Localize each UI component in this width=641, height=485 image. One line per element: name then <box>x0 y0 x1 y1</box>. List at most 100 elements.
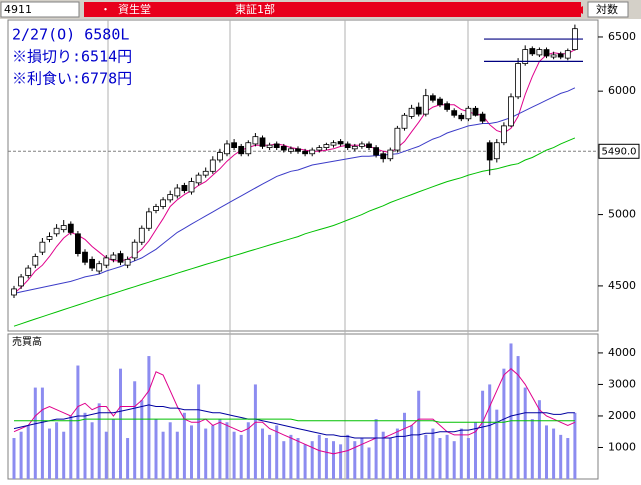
candle-body <box>486 142 493 161</box>
candle-body <box>266 144 273 149</box>
candle-body <box>280 145 287 151</box>
volume-bar <box>395 428 399 479</box>
volume-bar <box>218 419 222 479</box>
volume-bar <box>119 368 122 479</box>
candle-body <box>259 137 266 147</box>
volume-bar <box>12 438 16 479</box>
volume-bar <box>289 434 293 479</box>
volume-bar <box>26 425 30 479</box>
volume-bar <box>126 438 130 479</box>
volume-bar <box>303 444 307 479</box>
candle-body <box>508 96 514 127</box>
candle-body <box>316 147 323 151</box>
volume-bar <box>111 419 115 479</box>
volume-bar <box>324 438 328 479</box>
volume-bar <box>83 412 87 479</box>
y-tick-label: 1000 <box>608 440 636 453</box>
price-panel <box>7 19 599 332</box>
volume-bar <box>55 422 59 479</box>
y-tick-label: 2000 <box>608 409 636 422</box>
volume-bar <box>566 438 570 479</box>
volume-bar <box>353 441 357 479</box>
month-separators <box>107 20 469 479</box>
annotation: 2/27(O) 6580L <box>12 26 129 44</box>
volume-bar <box>97 403 101 479</box>
candle-body <box>103 257 110 266</box>
volume-bar <box>211 425 215 479</box>
candle-body <box>493 142 500 160</box>
candle-body <box>451 110 458 116</box>
volume-bar <box>133 381 137 479</box>
candle-body <box>39 241 46 253</box>
volume-bar <box>275 425 279 479</box>
candle-body <box>344 143 351 149</box>
volume-bar <box>182 412 186 479</box>
volume-bar <box>438 438 442 479</box>
moving-average <box>14 418 575 423</box>
volume-bar <box>48 428 51 479</box>
candle-body <box>337 141 344 145</box>
volume-bar <box>204 428 208 479</box>
candle-body <box>245 142 252 155</box>
candle-body <box>366 143 372 149</box>
candle-body <box>138 227 145 243</box>
candle-body <box>252 136 259 145</box>
candle-body <box>351 145 358 150</box>
candle-body <box>529 48 536 55</box>
volume-bar <box>147 356 151 479</box>
y-tick-label: 5000 <box>608 208 636 221</box>
candle-body <box>110 254 117 260</box>
candle-body <box>564 50 571 59</box>
bullet: ・ <box>100 3 111 16</box>
volume-bar <box>268 434 272 479</box>
candle-body <box>273 143 280 149</box>
volume-bar <box>559 434 563 479</box>
candle-body <box>195 174 202 184</box>
volume-bar <box>332 441 335 479</box>
moving-average <box>13 87 576 294</box>
candle-body <box>458 114 465 120</box>
moving-average <box>13 368 576 455</box>
candle-body <box>25 267 32 276</box>
volume-bar <box>573 412 577 479</box>
y-tick-label: 3000 <box>608 377 636 390</box>
candle-body <box>53 227 60 235</box>
volume-bar <box>40 387 44 479</box>
volume-bar <box>360 438 364 479</box>
volume-bar <box>466 438 470 479</box>
annotation: ※利食い:6778円 <box>12 70 132 88</box>
volume-bar <box>317 434 321 479</box>
volume-bar <box>175 431 179 479</box>
stock-code: 4911 <box>4 3 32 16</box>
candle-body <box>224 143 230 155</box>
candle-body <box>323 144 330 149</box>
candle-body <box>238 145 245 155</box>
candle-body <box>231 142 238 149</box>
candle-body <box>124 258 131 266</box>
volume-bar <box>474 422 477 479</box>
candle-body <box>387 149 394 160</box>
candle-body <box>557 53 564 58</box>
volume-bar <box>452 441 456 479</box>
candle-body <box>415 106 422 115</box>
candle-body <box>358 143 365 147</box>
volume-bar <box>537 400 541 479</box>
volume-bar <box>367 447 371 479</box>
candle-body <box>429 95 436 101</box>
candle-body <box>500 125 507 144</box>
candle-body <box>46 236 53 240</box>
candle-body <box>202 170 209 176</box>
volume-bar <box>424 434 428 479</box>
candle-body <box>82 251 88 263</box>
volume-bar <box>154 419 158 479</box>
candle-body <box>479 113 486 122</box>
volume-bar <box>296 438 300 479</box>
candle-body <box>11 288 17 296</box>
volume-bar <box>459 428 463 479</box>
volume-bar <box>381 431 385 479</box>
candle-body <box>309 149 316 155</box>
annotation: ※損切り:6514円 <box>12 48 132 66</box>
volume-bar <box>161 431 165 479</box>
volume-bar <box>69 415 73 479</box>
